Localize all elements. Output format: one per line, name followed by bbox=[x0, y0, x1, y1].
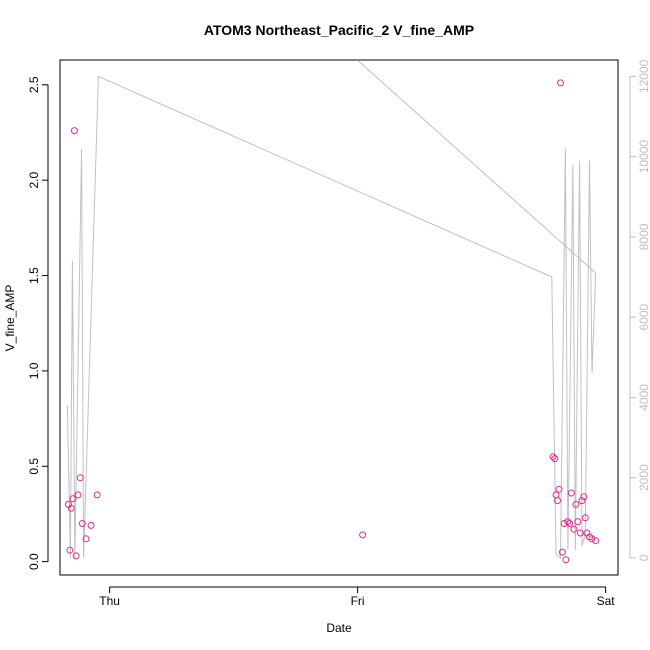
data-point bbox=[66, 546, 74, 554]
x-tick-label: Fri bbox=[351, 594, 365, 608]
y-tick-label: 2.5 bbox=[27, 76, 41, 93]
data-point bbox=[572, 500, 580, 508]
data-point bbox=[549, 453, 557, 461]
y-axis-right: 0 2000 4000 6000 8000 10000 12000 bbox=[629, 59, 650, 561]
data-point bbox=[70, 127, 78, 135]
data-point bbox=[566, 520, 574, 527]
series-line bbox=[66, 59, 597, 560]
y-right-tick-label: 12000 bbox=[637, 59, 650, 93]
x-axis: Thu Fri Sat bbox=[99, 586, 616, 608]
data-point bbox=[93, 491, 101, 499]
data-point bbox=[551, 455, 559, 463]
data-point bbox=[576, 529, 584, 537]
y-tick-label: 1.5 bbox=[27, 267, 41, 284]
series-line-path bbox=[66, 59, 597, 560]
data-point bbox=[562, 556, 570, 564]
data-point bbox=[557, 79, 564, 87]
x-tick-label: Sat bbox=[597, 594, 616, 608]
chart-title: ATOM3 Northeast_Pacific_2 V_fine_AMP bbox=[204, 22, 474, 38]
data-point bbox=[554, 497, 561, 505]
y-tick-label: 0.0 bbox=[27, 553, 41, 570]
data-point bbox=[574, 518, 582, 526]
data-point bbox=[580, 493, 588, 501]
data-point bbox=[82, 535, 90, 543]
data-point bbox=[570, 525, 578, 533]
plot-box bbox=[59, 59, 619, 576]
y-right-tick-label: 2000 bbox=[637, 464, 650, 491]
series-points bbox=[64, 79, 600, 564]
data-point bbox=[78, 520, 86, 527]
data-point bbox=[567, 489, 575, 497]
data-point bbox=[72, 552, 80, 560]
data-point bbox=[87, 521, 95, 529]
y-right-tick-label: 10000 bbox=[637, 140, 650, 174]
y-right-tick-label: 4000 bbox=[637, 384, 650, 411]
data-point bbox=[558, 548, 566, 556]
data-point bbox=[564, 518, 572, 526]
y-tick-label: 1.0 bbox=[27, 362, 41, 379]
data-point bbox=[578, 497, 586, 505]
y-tick-label: 2.0 bbox=[27, 172, 41, 189]
y-right-tick-label: 6000 bbox=[637, 303, 650, 330]
data-point bbox=[592, 537, 600, 545]
data-point bbox=[588, 535, 596, 543]
y-axis-label: V_fine_AMP bbox=[3, 285, 17, 352]
x-axis-label: Date bbox=[326, 621, 352, 635]
data-point bbox=[560, 520, 568, 527]
y-axis-left: 0.0 0.5 1.0 1.5 2.0 2.5 bbox=[27, 76, 49, 570]
data-point bbox=[581, 514, 589, 522]
data-point bbox=[552, 491, 560, 499]
data-point bbox=[555, 485, 563, 493]
y-right-tick-label: 8000 bbox=[637, 223, 650, 250]
y-tick-label: 0.5 bbox=[27, 458, 41, 475]
data-point bbox=[76, 474, 84, 482]
data-point bbox=[74, 491, 82, 499]
data-point bbox=[359, 531, 367, 539]
data-point bbox=[67, 504, 75, 512]
x-tick-label: Thu bbox=[99, 594, 120, 608]
y-right-tick-label: 0 bbox=[637, 554, 650, 561]
data-point bbox=[69, 495, 77, 503]
